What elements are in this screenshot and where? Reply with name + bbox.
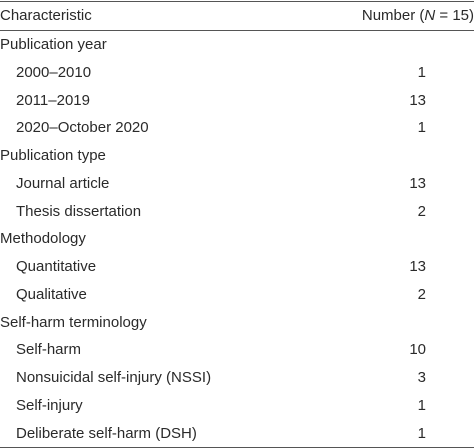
header-cell: Number (N = 15) (362, 2, 474, 30)
item-row: Deliberate self-harm (DSH) 1 (0, 420, 474, 448)
section-row: Publication year (0, 31, 474, 59)
item-label: Nonsuicidal self-injury (NSSI) (16, 369, 212, 386)
item-label: 2000–2010 (16, 63, 92, 81)
item-value: 3 (417, 369, 426, 386)
item-value: 2 (417, 202, 426, 220)
item-row: Thesis dissertation 2 (0, 198, 474, 226)
section-title: Methodology (0, 230, 86, 248)
item-value: 13 (409, 91, 426, 109)
item-row: 2020–October 2020 1 (0, 114, 474, 142)
item-row: Self-injury 1 (0, 392, 474, 420)
section-title: Publication type (0, 147, 106, 164)
item-row: Journal article 13 (0, 170, 474, 198)
item-label: Deliberate self-harm (DSH) (16, 424, 197, 442)
item-value: 13 (409, 174, 426, 192)
item-value: 1 (417, 119, 426, 137)
item-value: 10 (409, 341, 426, 359)
section-row: Self-harm terminology (0, 309, 474, 337)
item-row: Quantitative 13 (0, 253, 474, 281)
item-label: Thesis dissertation (16, 202, 142, 220)
item-row: Self-harm 10 (0, 336, 474, 364)
section-title: Self-harm terminology (0, 313, 147, 331)
section-row: Methodology (0, 225, 474, 253)
item-label: Self-harm (16, 341, 82, 359)
item-value: 2 (417, 285, 426, 303)
header-text: = 15) (435, 7, 474, 24)
item-label: 2011–2019 (16, 91, 90, 109)
header-cell: Characteristic (0, 7, 92, 24)
header-var: N (424, 7, 436, 24)
item-value: 13 (409, 258, 426, 275)
section-title: Publication year (0, 36, 107, 53)
section-row: Publication type (0, 142, 474, 170)
item-label: Journal article (16, 174, 110, 192)
header-rule (0, 30, 474, 31)
item-label: Qualitative (16, 285, 87, 303)
item-label: Quantitative (16, 258, 97, 275)
header-row: Characteristic Number (N = 15) (0, 2, 474, 30)
item-row: Nonsuicidal self-injury (NSSI) 3 (0, 364, 474, 392)
item-value: 1 (417, 63, 426, 81)
item-row: 2011–2019 13 (0, 87, 474, 115)
header-text: Number ( (361, 7, 425, 24)
item-value: 1 (417, 396, 426, 414)
item-value: 1 (417, 424, 426, 442)
item-label: 2020–October 2020 (16, 119, 149, 137)
top-rule (0, 1, 474, 2)
item-row: Qualitative 2 (0, 281, 474, 309)
item-label: Self-injury (16, 396, 83, 414)
item-row: 2000–2010 1 (0, 59, 474, 87)
